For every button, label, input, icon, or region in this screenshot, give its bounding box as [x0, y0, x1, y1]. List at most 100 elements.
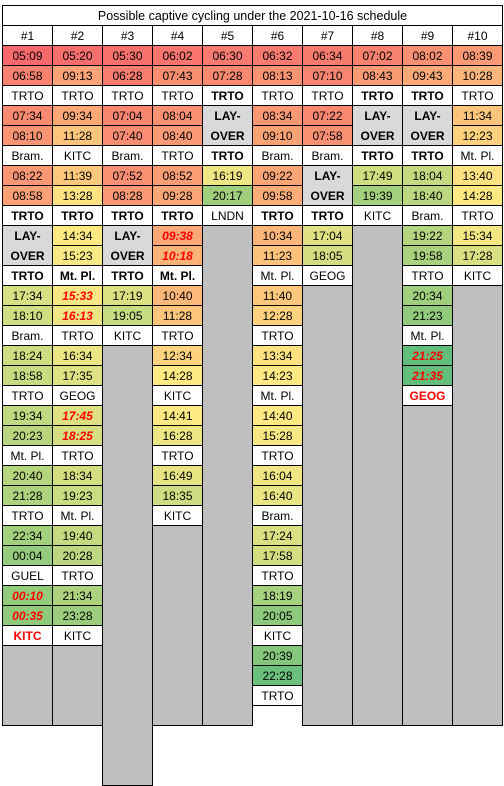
time-cell: 15:33 [52, 285, 103, 306]
location-cell: Bram. [2, 325, 53, 346]
location-cell: KITC [252, 625, 303, 646]
time-cell: 09:13 [52, 65, 103, 86]
time-cell: 17:45 [52, 405, 103, 426]
time-cell: 14:40 [252, 405, 303, 426]
time-cell: 00:04 [2, 545, 53, 566]
time-cell: 07:02 [352, 45, 403, 66]
location-cell: Bram. [252, 505, 303, 526]
time-cell: 00:35 [2, 605, 53, 626]
time-cell: 17:35 [52, 365, 103, 386]
time-cell: 19:39 [352, 185, 403, 206]
location-cell: TRTO [2, 205, 53, 226]
time-cell: 18:34 [52, 465, 103, 486]
time-cell: 18:25 [52, 425, 103, 446]
time-cell: 16:34 [52, 345, 103, 366]
time-cell: 21:23 [402, 305, 453, 326]
column-header: #2 [52, 25, 103, 46]
column-header: #8 [352, 25, 403, 46]
column-header: #9 [402, 25, 453, 46]
time-cell: 20:28 [52, 545, 103, 566]
time-cell: 17:24 [252, 525, 303, 546]
time-cell: 00:10 [2, 585, 53, 606]
time-cell: 11:39 [52, 165, 103, 186]
time-cell: 06:30 [202, 45, 253, 66]
location-cell: LNDN [202, 205, 253, 226]
time-cell: 16:28 [152, 425, 203, 446]
time-cell: 08:04 [152, 105, 203, 126]
time-cell: 07:04 [102, 105, 153, 126]
time-cell: 20:34 [402, 285, 453, 306]
column-header: #10 [452, 25, 503, 46]
location-cell: TRTO [52, 445, 103, 466]
time-cell: 15:34 [452, 225, 503, 246]
time-cell: 20:17 [202, 185, 253, 206]
time-cell: 06:02 [152, 45, 203, 66]
time-cell: 07:28 [202, 65, 253, 86]
time-cell: 14:41 [152, 405, 203, 426]
location-cell: TRTO [302, 85, 353, 106]
time-cell: 08:10 [2, 125, 53, 146]
time-cell: 11:23 [252, 245, 303, 266]
location-cell: TRTO [152, 85, 203, 106]
empty-cell [452, 285, 503, 726]
time-cell: 14:28 [452, 185, 503, 206]
location-cell: TRTO [452, 85, 503, 106]
location-cell: TRTO [2, 85, 53, 106]
time-cell: 11:34 [452, 105, 503, 126]
location-cell: KITC [52, 145, 103, 166]
location-cell: TRTO [52, 205, 103, 226]
time-cell: 07:34 [2, 105, 53, 126]
location-cell: TRTO [402, 265, 453, 286]
time-cell: 16:49 [152, 465, 203, 486]
empty-cell [352, 225, 403, 726]
time-cell: 17:04 [302, 225, 353, 246]
location-cell: TRTO [102, 265, 153, 286]
time-cell: 07:22 [302, 105, 353, 126]
location-cell: Mt. Pl. [252, 385, 303, 406]
time-cell: 17:34 [2, 285, 53, 306]
time-cell: 09:34 [52, 105, 103, 126]
time-cell: 08:22 [2, 165, 53, 186]
time-cell: 18:05 [302, 245, 353, 266]
location-cell: TRTO [152, 325, 203, 346]
location-cell: KITC [2, 625, 53, 646]
time-cell: 08:52 [152, 165, 203, 186]
column-header: #1 [2, 25, 53, 46]
location-cell: TRTO [2, 385, 53, 406]
empty-cell [102, 345, 153, 786]
location-cell: KITC [452, 265, 503, 286]
location-cell: TRTO [352, 145, 403, 166]
time-cell: 17:28 [452, 245, 503, 266]
time-cell: 15:23 [52, 245, 103, 266]
location-cell: TRTO [52, 325, 103, 346]
location-cell: GEOG [302, 265, 353, 286]
time-cell: 19:58 [402, 245, 453, 266]
time-cell: 09:22 [252, 165, 303, 186]
location-cell: TRTO [252, 685, 303, 706]
location-cell: Mt. Pl. [402, 325, 453, 346]
time-cell: 12:28 [252, 305, 303, 326]
empty-cell [302, 285, 353, 726]
time-cell: 18:04 [402, 165, 453, 186]
time-cell: 15:28 [252, 425, 303, 446]
column-header: #6 [252, 25, 303, 46]
time-cell: 13:34 [252, 345, 303, 366]
time-cell: 08:58 [2, 185, 53, 206]
time-cell: 11:40 [252, 285, 303, 306]
location-cell: KITC [152, 385, 203, 406]
location-cell: TRTO [102, 205, 153, 226]
time-cell: 08:02 [402, 45, 453, 66]
time-cell: 08:43 [352, 65, 403, 86]
time-cell: 23:28 [52, 605, 103, 626]
sheet-title: Possible captive cycling under the 2021-… [2, 5, 503, 26]
location-cell: Mt. Pl. [152, 265, 203, 286]
location-cell: Mt. Pl. [452, 145, 503, 166]
location-cell: KITC [102, 325, 153, 346]
layover-cell: LAY- OVER [202, 105, 253, 146]
time-cell: 16:04 [252, 465, 303, 486]
layover-cell: LAY- OVER [2, 225, 53, 266]
column-header: #5 [202, 25, 253, 46]
time-cell: 10:34 [252, 225, 303, 246]
location-cell: TRTO [302, 205, 353, 226]
time-cell: 09:38 [152, 225, 203, 246]
